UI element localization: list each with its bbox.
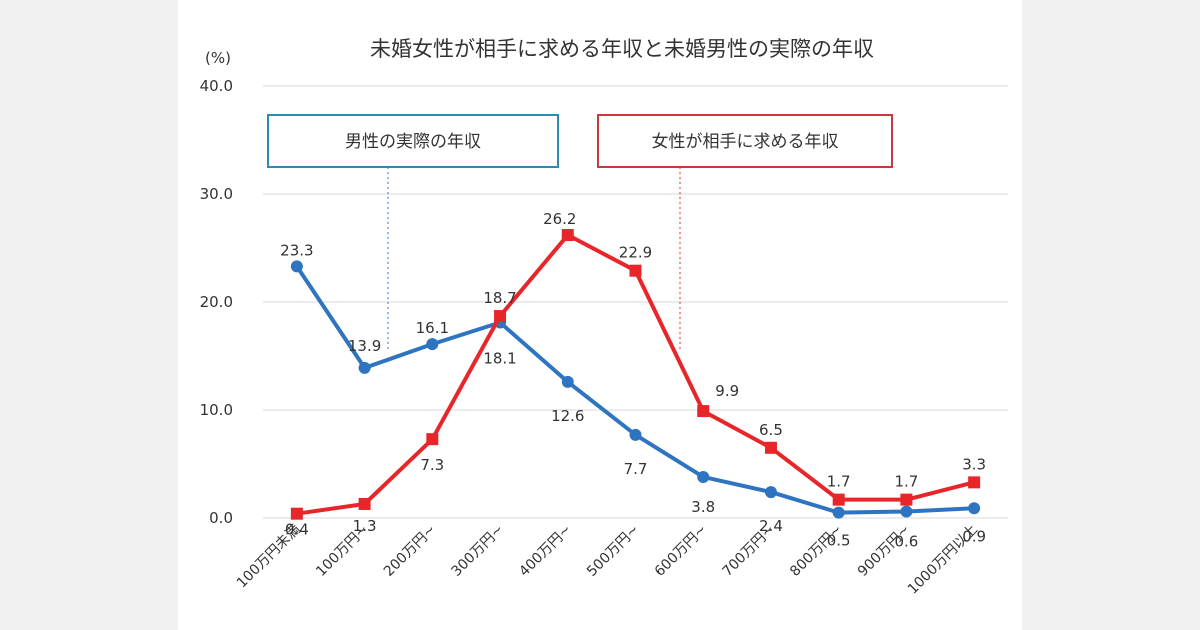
x-tick-label: 600万円~ xyxy=(652,522,710,580)
data-point-male xyxy=(764,486,777,499)
y-unit-label: (%) xyxy=(205,49,231,67)
legend-box-male xyxy=(267,114,559,168)
data-point-male xyxy=(358,361,371,374)
data-point-male xyxy=(561,375,574,388)
data-point-female xyxy=(629,264,642,277)
data-point-female xyxy=(561,229,574,242)
data-label: 3.3 xyxy=(962,455,986,473)
y-tick-label: 10.0 xyxy=(200,401,233,419)
data-point-female xyxy=(968,476,981,489)
data-point-female xyxy=(358,497,371,510)
data-label: 16.1 xyxy=(416,319,449,337)
data-point-male xyxy=(832,506,845,519)
data-point-female xyxy=(697,405,710,418)
data-point-female xyxy=(494,310,507,323)
data-point-male xyxy=(629,428,642,441)
data-label: 13.9 xyxy=(348,337,381,355)
data-point-male xyxy=(697,470,710,483)
data-label: 18.1 xyxy=(483,350,516,368)
data-label: 0.5 xyxy=(827,532,851,550)
data-label: 9.9 xyxy=(715,382,739,400)
y-tick-label: 0.0 xyxy=(209,509,233,527)
y-tick-label: 40.0 xyxy=(200,77,233,95)
data-point-male xyxy=(900,505,913,518)
data-label: 18.7 xyxy=(483,289,516,307)
legend-box-female xyxy=(597,114,893,168)
x-tick-label: 900万円~ xyxy=(855,522,913,580)
data-label: 26.2 xyxy=(543,210,576,228)
y-tick-label: 20.0 xyxy=(200,293,233,311)
x-tick-label: 500万円~ xyxy=(584,522,642,580)
data-label: 22.9 xyxy=(619,244,652,262)
data-label: 0.4 xyxy=(285,521,309,539)
y-axis-ticks: 0.0 10.0 20.0 30.0 40.0 xyxy=(200,77,233,527)
legend-label-female: 女性が相手に求める年収 xyxy=(652,132,839,152)
data-label: 1.7 xyxy=(894,473,918,491)
x-tick-label: 300万円~ xyxy=(449,522,507,580)
data-label: 23.3 xyxy=(280,241,313,259)
data-point-female xyxy=(900,493,913,506)
series-legend: 男性の実際の年収 女性が相手に求める年収 xyxy=(267,114,893,350)
chart-frame: 未婚女性が相手に求める年収と未婚男性の実際の年収 (%) 0.0 10.0 20.0… xyxy=(178,0,1022,630)
data-label: 1.3 xyxy=(353,517,377,535)
data-label: 0.9 xyxy=(962,527,986,545)
data-label: 0.6 xyxy=(894,533,918,551)
data-label: 12.6 xyxy=(551,407,584,425)
data-point-male xyxy=(968,502,981,515)
data-labels: 23.3 13.9 16.1 18.1 12.6 7.7 3.8 2.4 0.5 0.6 0.9 0.… xyxy=(280,210,986,550)
data-label: 2.4 xyxy=(759,517,783,535)
data-point-female xyxy=(832,493,845,506)
chart-title: 未婚女性が相手に求める年収と未婚男性の実際の年収 xyxy=(370,37,874,61)
data-point-male xyxy=(290,260,303,273)
y-tick-label: 30.0 xyxy=(200,185,233,203)
x-tick-label: 200万円~ xyxy=(381,522,439,580)
data-label: 1.7 xyxy=(827,473,851,491)
gridlines xyxy=(263,85,1008,519)
data-point-female xyxy=(764,441,777,454)
data-point-female xyxy=(290,507,303,520)
data-point-male xyxy=(426,338,439,351)
data-point-female xyxy=(426,433,439,446)
x-axis-ticks: 100万円未満 100万円~ 200万円~ 300万円~ 400万円~ 500万円~ 600… xyxy=(234,522,981,598)
legend-label-male: 男性の実際の年収 xyxy=(345,132,481,152)
series-layer xyxy=(290,229,981,520)
x-tick-label: 400万円~ xyxy=(516,522,574,580)
line-chart: 未婚女性が相手に求める年収と未婚男性の実際の年収 (%) 0.0 10.0 20.0… xyxy=(200,37,1008,598)
data-label: 3.8 xyxy=(691,498,715,516)
data-label: 7.7 xyxy=(624,460,648,478)
data-label: 6.5 xyxy=(759,421,783,439)
data-label: 7.3 xyxy=(420,456,444,474)
x-tick-label: 800万円~ xyxy=(787,522,845,580)
